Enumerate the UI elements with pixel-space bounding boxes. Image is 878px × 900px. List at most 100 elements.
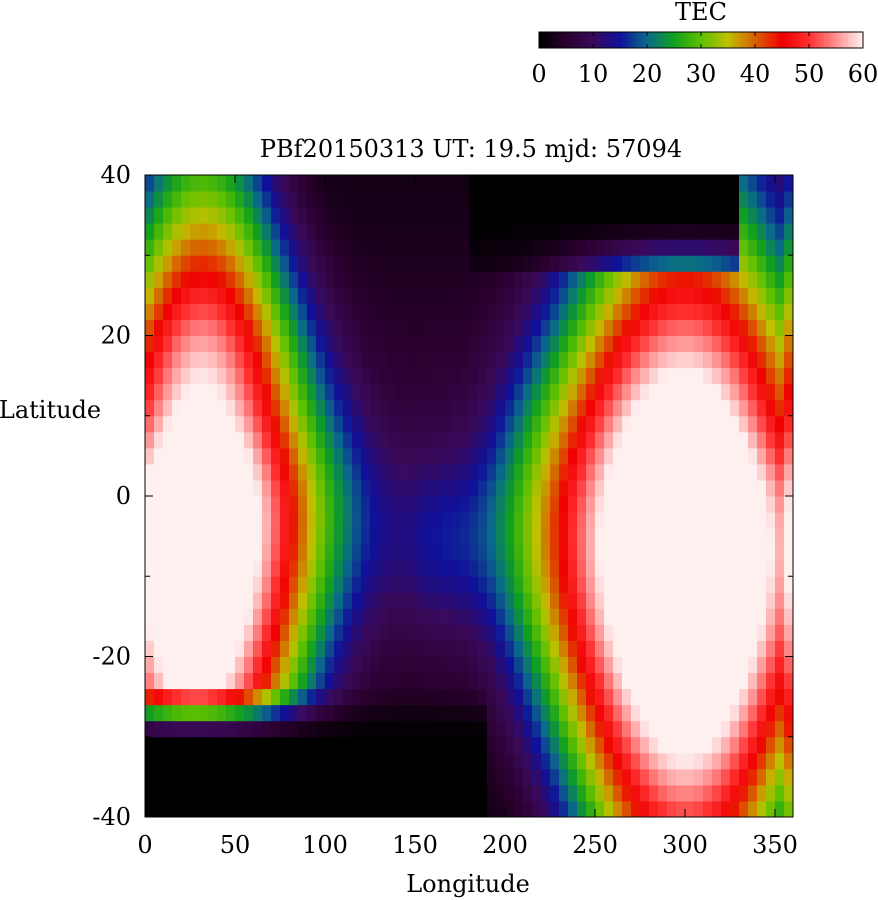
heatmap-cell bbox=[343, 207, 353, 224]
heatmap-cell bbox=[622, 431, 632, 449]
heatmap-cell bbox=[244, 223, 254, 240]
heatmap-cell bbox=[424, 399, 434, 417]
heatmap-cell bbox=[496, 415, 506, 433]
heatmap-cell bbox=[325, 207, 335, 224]
heatmap-cell bbox=[505, 207, 515, 224]
heatmap-cell bbox=[469, 512, 479, 529]
heatmap-cell bbox=[469, 528, 479, 545]
heatmap-cell bbox=[559, 399, 569, 417]
heatmap-cell bbox=[658, 255, 668, 272]
heatmap-cell bbox=[775, 592, 785, 609]
heatmap-cell bbox=[748, 560, 758, 577]
heatmap-cell bbox=[694, 479, 704, 497]
heatmap-cell bbox=[271, 640, 281, 657]
heatmap-cell bbox=[235, 624, 245, 641]
heatmap-cell bbox=[343, 784, 353, 802]
heatmap-cell bbox=[307, 223, 317, 240]
heatmap-cell bbox=[469, 415, 479, 433]
colorbar-swatch bbox=[797, 32, 801, 48]
heatmap-cell bbox=[523, 544, 533, 561]
heatmap-cell bbox=[208, 608, 218, 625]
heatmap-cell bbox=[226, 287, 236, 304]
heatmap-cell bbox=[289, 624, 299, 641]
heatmap-cell bbox=[307, 271, 317, 288]
heatmap-cell bbox=[145, 303, 155, 320]
heatmap-cell bbox=[622, 528, 632, 545]
heatmap-cell bbox=[415, 592, 425, 609]
colorbar-swatch bbox=[566, 32, 570, 48]
heatmap-cell bbox=[163, 496, 173, 513]
heatmap-cell bbox=[271, 560, 281, 577]
heatmap-cell bbox=[595, 656, 605, 674]
heatmap-cell bbox=[298, 255, 308, 272]
heatmap-cell bbox=[298, 768, 308, 786]
heatmap-cell bbox=[253, 544, 263, 561]
heatmap-cell bbox=[550, 287, 560, 304]
heatmap-cell bbox=[640, 207, 650, 224]
heatmap-cell bbox=[640, 175, 650, 192]
heatmap-cell bbox=[748, 496, 758, 513]
heatmap-cell bbox=[217, 736, 227, 754]
heatmap-cell bbox=[406, 736, 416, 754]
heatmap-cell bbox=[379, 800, 389, 818]
heatmap-cell bbox=[658, 175, 668, 192]
heatmap-cell bbox=[586, 720, 596, 738]
heatmap-cell bbox=[739, 303, 749, 320]
heatmap-cell bbox=[163, 752, 173, 770]
heatmap-cell bbox=[766, 399, 776, 417]
heatmap-cell bbox=[172, 399, 182, 417]
heatmap-cell bbox=[694, 704, 704, 722]
heatmap-cell bbox=[550, 688, 560, 706]
heatmap-cell bbox=[163, 431, 173, 449]
heatmap-cell bbox=[514, 672, 524, 690]
heatmap-cell bbox=[190, 768, 200, 786]
heatmap-cell bbox=[478, 271, 488, 288]
heatmap-cell bbox=[415, 287, 425, 304]
heatmap-cell bbox=[244, 512, 254, 529]
heatmap-cell bbox=[163, 367, 173, 385]
heatmap-cell bbox=[595, 608, 605, 625]
heatmap-cell bbox=[415, 319, 425, 336]
heatmap-cell bbox=[451, 688, 461, 706]
heatmap-cell bbox=[784, 768, 794, 786]
heatmap-cell bbox=[568, 800, 578, 818]
heatmap-cell bbox=[766, 592, 776, 609]
heatmap-cell bbox=[694, 624, 704, 641]
heatmap-cell bbox=[676, 704, 686, 722]
heatmap-cell bbox=[145, 191, 155, 208]
heatmap-cell bbox=[766, 752, 776, 770]
heatmap-cell bbox=[532, 399, 542, 417]
heatmap-cell bbox=[658, 319, 668, 336]
heatmap-cell bbox=[478, 624, 488, 641]
heatmap-cell bbox=[253, 656, 263, 674]
heatmap-cell bbox=[361, 496, 371, 513]
heatmap-cell bbox=[487, 351, 497, 369]
heatmap-cell bbox=[217, 255, 227, 272]
heatmap-cell bbox=[442, 704, 452, 722]
heatmap-cell bbox=[577, 399, 587, 417]
heatmap-cell bbox=[442, 768, 452, 786]
heatmap-cell bbox=[505, 576, 515, 593]
heatmap-cell bbox=[244, 431, 254, 449]
heatmap-cell bbox=[505, 399, 515, 417]
heatmap-cell bbox=[226, 752, 236, 770]
heatmap-cell bbox=[190, 351, 200, 369]
heatmap-cell bbox=[271, 463, 281, 481]
heatmap-cell bbox=[649, 560, 659, 577]
heatmap-cell bbox=[730, 335, 740, 353]
heatmap-cell bbox=[379, 479, 389, 497]
heatmap-cell bbox=[658, 431, 668, 449]
heatmap-cell bbox=[235, 528, 245, 545]
heatmap-cell bbox=[163, 463, 173, 481]
heatmap-cell bbox=[145, 287, 155, 304]
heatmap-cell bbox=[424, 528, 434, 545]
heatmap-cell bbox=[613, 768, 623, 786]
heatmap-cell bbox=[244, 207, 254, 224]
heatmap-cell bbox=[442, 560, 452, 577]
heatmap-cell bbox=[190, 624, 200, 641]
heatmap-cell bbox=[703, 496, 713, 513]
heatmap-cell bbox=[730, 383, 740, 401]
heatmap-cell bbox=[568, 704, 578, 722]
heatmap-cell bbox=[685, 752, 695, 770]
heatmap-cell bbox=[478, 608, 488, 625]
